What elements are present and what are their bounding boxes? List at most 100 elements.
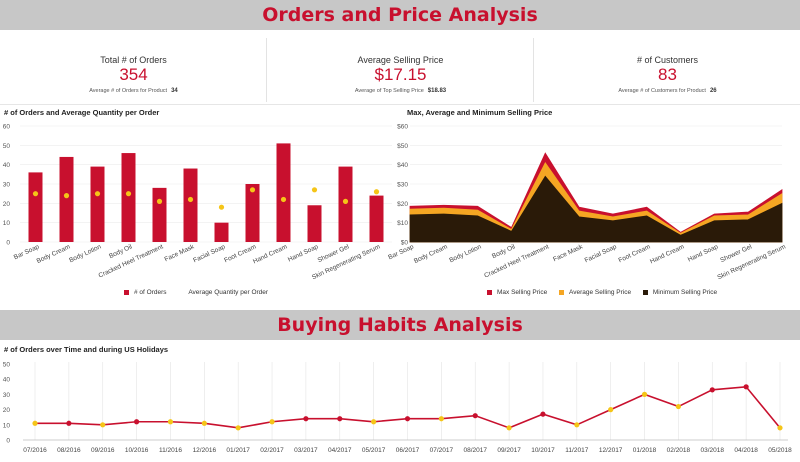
y-tick-label: 0	[6, 240, 10, 247]
x-tick-label: 11/2017	[565, 447, 588, 454]
section-title: Orders and Price Analysis	[262, 4, 538, 26]
y-tick-label: 40	[3, 377, 11, 384]
x-tick-label: 08/2017	[463, 447, 487, 454]
avg-qty-point	[32, 191, 39, 197]
order-point	[472, 413, 478, 419]
holiday-point	[438, 416, 444, 422]
avg-qty-point	[342, 198, 349, 204]
kpi-sub-label: Average # of Customers for Product	[618, 88, 706, 94]
legend-item-max[interactable]: Max Selling Price	[487, 289, 547, 296]
kpi-sub: Average of Top Selling Price $18.83	[267, 88, 534, 94]
x-tick-label: 10/2017	[531, 447, 555, 454]
legend-item-avg-qty[interactable]: Average Quantity per Order	[178, 289, 268, 296]
holiday-point	[269, 419, 275, 425]
avg-qty-point	[311, 187, 318, 193]
kpi-value: 354	[119, 65, 148, 84]
y-tick-label: $50	[397, 143, 408, 150]
holiday-point	[167, 419, 174, 425]
y-tick-label: $0	[401, 240, 409, 247]
y-tick-label: 0	[6, 438, 10, 445]
y-tick-label: $10	[397, 220, 408, 227]
legend-label: # of Orders	[134, 289, 167, 296]
bar	[90, 166, 105, 242]
kpi-sub: Average # of Customers for Product 26	[534, 88, 800, 94]
kpi-sub: Average # of Orders for Product 34	[0, 88, 267, 94]
y-tick-label: $60	[397, 124, 408, 131]
legend-swatch	[487, 290, 492, 295]
order-point	[337, 416, 343, 422]
bar	[152, 187, 167, 242]
bar	[183, 168, 198, 242]
legend-orders-qty: # of Orders Average Quantity per Order	[124, 289, 278, 297]
bar	[214, 222, 229, 242]
y-tick-label: 20	[3, 201, 11, 208]
kpi-sub-label: Average # of Orders for Product	[89, 88, 168, 94]
x-tick-label: 07/2017	[430, 447, 454, 454]
x-tick-label: 12/2017	[599, 447, 623, 454]
legend-label: Average Selling Price	[569, 289, 632, 296]
kpi-divider	[266, 38, 267, 102]
legend-prices: Max Selling Price Average Selling Price …	[487, 289, 727, 297]
holiday-point	[201, 420, 207, 426]
kpi-value: $17.15	[374, 65, 427, 84]
legend-swatch	[642, 290, 648, 295]
avg-qty-point	[156, 198, 163, 204]
legend-label: Minimum Selling Price	[652, 289, 718, 296]
holiday-point	[100, 422, 106, 428]
section-title: Buying Habits Analysis	[277, 314, 523, 336]
order-point	[404, 416, 411, 422]
x-tick-label: 06/2017	[396, 447, 420, 454]
kpi-sub-label: Average of Top Selling Price	[354, 88, 424, 94]
holiday-point	[574, 422, 580, 428]
section-banner-buying: Buying Habits Analysis	[0, 310, 800, 340]
legend-item-orders[interactable]: # of Orders	[124, 289, 167, 296]
y-tick-label: $30	[397, 182, 408, 189]
section-banner-orders: Orders and Price Analysis	[0, 0, 800, 30]
x-tick-label: 08/2016	[57, 447, 81, 454]
kpi-customers[interactable]: # of Customers 83 Average # of Customers…	[534, 55, 800, 94]
x-tick-label: 01/2017	[226, 447, 250, 454]
order-point	[303, 416, 309, 422]
avg-qty-point	[280, 196, 287, 203]
x-tick-label: 05/2018	[768, 447, 792, 454]
x-tick-label: 12/2016	[193, 447, 217, 454]
holiday-point	[235, 425, 241, 431]
kpi-sub-value: 26	[709, 88, 717, 94]
legend-swatch	[559, 290, 565, 295]
bar	[245, 184, 260, 242]
y-tick-label: 10	[3, 220, 11, 227]
x-tick-label: 02/2017	[260, 447, 284, 454]
y-tick-label: 50	[3, 143, 11, 150]
x-tick-label: 02/2018	[667, 447, 691, 454]
avg-qty-point	[125, 191, 132, 197]
kpi-value: 83	[658, 65, 677, 84]
avg-qty-point	[373, 189, 380, 195]
section-divider	[0, 104, 800, 105]
bar	[59, 156, 74, 242]
y-tick-label: $20	[397, 201, 408, 208]
x-tick-label: 07/2016	[23, 447, 47, 454]
legend-item-avg[interactable]: Average Selling Price	[559, 289, 631, 296]
order-point	[66, 420, 72, 426]
kpi-total-orders[interactable]: Total # of Orders 354 Average # of Order…	[0, 55, 267, 94]
legend-item-min[interactable]: Minimum Selling Price	[642, 289, 718, 296]
y-tick-label: 50	[3, 362, 11, 369]
y-tick-label: 60	[3, 124, 11, 131]
y-tick-label: 10	[3, 422, 11, 429]
chart-title-prices: Max, Average and Minimum Selling Price	[407, 108, 553, 117]
y-tick-label: 40	[3, 162, 11, 169]
x-tick-label: 09/2016	[91, 447, 115, 454]
order-point	[709, 387, 715, 393]
kpi-avg-selling-price[interactable]: Average Selling Price $17.15 Average of …	[267, 55, 534, 94]
kpi-label: Total # of Orders	[100, 55, 167, 65]
holiday-point	[641, 391, 648, 397]
bar	[28, 172, 43, 242]
y-tick-label: 20	[3, 407, 11, 414]
bar	[369, 195, 384, 242]
kpi-sub-value: 34	[171, 88, 178, 94]
avg-qty-point	[63, 193, 70, 199]
bar	[307, 205, 322, 242]
y-tick-label: $40	[397, 162, 408, 169]
y-tick-label: 30	[3, 182, 11, 189]
